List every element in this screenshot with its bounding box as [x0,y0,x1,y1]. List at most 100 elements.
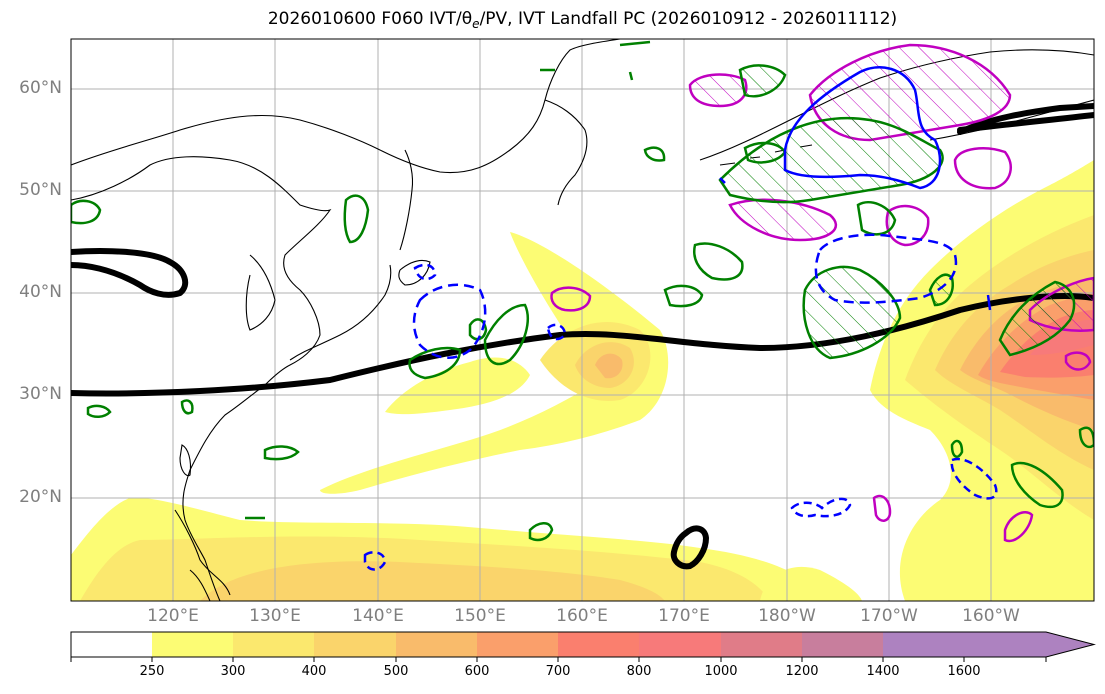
colorbar-label: 1600 [947,664,981,679]
pv-magenta-west [688,73,748,108]
colorbar-ticks [70,657,1047,662]
colorbar-segment [314,632,396,657]
asia-coastline [71,156,332,601]
pv-green-mid-5 [856,201,897,236]
pv-green-south-5 [950,439,964,458]
pv-blue-dashed-small-1 [413,263,437,281]
pv-contours-magenta [550,43,1094,543]
lat-label-60n: 60°N [19,78,62,98]
pv-green-small-3 [245,40,651,520]
colorbar-segment [71,632,152,657]
philippines-coastline [174,509,231,601]
colorbar-segment [639,632,721,657]
lat-label-20n: 20°N [19,487,62,507]
lat-label-40n: 40°N [19,282,62,302]
pv-green-small-2 [180,399,194,415]
colorbar-label: 300 [220,664,246,679]
colorbar-segment [233,632,314,657]
colorbar-label: 700 [545,664,571,679]
lon-label-160w: 160°W [962,606,1020,626]
figure-title: 2026010600 F060 IVT/θe/PV, IVT Landfall … [267,9,898,31]
ivt-shading [71,160,1094,601]
pv-blue-alaska-solid [783,66,942,190]
ivt-band-tropical-core [200,561,665,601]
lon-label-150e: 150°E [454,606,506,626]
colorbar [70,631,1096,662]
pv-magenta-ring [885,204,930,247]
pv-green-west-2 [71,199,102,225]
pv-green-42n [802,265,902,360]
lon-label-170w: 170°W [860,606,918,626]
colorbar-segment [477,632,558,657]
pv-blue-dashed-small-2 [546,323,567,341]
colorbar-segment [883,632,964,657]
colorbar-segments [71,632,1094,657]
colorbar-segment [802,632,883,657]
pv-green-mid-4 [663,284,704,308]
colorbar-label: 1200 [785,664,819,679]
thetae-contour-north-east [957,103,1094,135]
colorbar-segment [152,632,233,657]
colorbar-extend-arrow [964,632,1094,657]
pv-green-mid-7 [643,146,666,162]
colorbar-label: 500 [383,664,409,679]
lon-label-120e: 120°E [147,606,199,626]
pv-contours-green [71,40,1094,542]
pv-green-mid-3 [693,242,744,281]
colorbar-label: 1000 [704,664,738,679]
japan-hokkaido [398,259,431,286]
ivt-plume-west [320,232,669,494]
colorbar-label: 600 [464,664,490,679]
lon-label-160e: 160°E [556,606,608,626]
pv-magenta-small-1 [1064,351,1092,371]
pv-green-small-1 [86,404,112,418]
asia-north-coast [71,39,621,174]
kamchatka-coastline [544,99,588,206]
black-contours [71,103,1094,570]
pv-magenta-mid [728,198,837,242]
lat-label-30n: 30°N [19,384,62,404]
lon-label-170e: 170°E [658,606,710,626]
colorbar-label: 800 [626,664,652,679]
pv-green-north [738,64,787,98]
taiwan-coastline [179,444,192,477]
thetae-contour-south [71,293,1094,397]
pv-magenta-40n [550,286,592,312]
pv-green-mid-2 [468,318,488,341]
ivt-plume-max [595,353,623,379]
pv-blue-dashed-south-2 [790,497,852,518]
pv-blue-dashed-south-3 [950,457,998,500]
map-frame [70,38,1095,602]
ivt-south-central [760,566,862,601]
colorbar-segment [396,632,477,657]
pv-blue-dashed-japan [412,283,487,359]
sakhalin-coastline [399,149,414,251]
pv-contours-blue [363,66,998,571]
pv-green-jpn [408,346,462,380]
pv-green-south-4 [1078,426,1094,449]
colorbar-label: 250 [139,664,165,679]
map-gridlines [71,39,1094,601]
colorbar-label: 1400 [866,664,900,679]
lon-label-140e: 140°E [352,606,404,626]
pv-green-south-1 [263,445,300,461]
korea-coastline [245,254,276,331]
colorbar-segment [721,632,802,657]
colorbar-outline [70,631,1096,658]
pv-magenta-small-2 [872,494,892,522]
thetae-contour-loop [670,525,710,570]
thetae-contour-north-west [71,248,189,298]
lon-label-180w: 180°W [758,606,816,626]
pv-magenta-small-3 [1003,511,1034,543]
pv-blue-dashed-north [814,233,958,304]
ivt-plume-upstream [385,357,530,415]
colorbar-label: 400 [301,664,327,679]
japan-honshu [289,264,392,361]
pv-magenta-east [953,147,1012,190]
pv-green-west-1 [343,194,370,244]
pv-blue-small [719,177,992,311]
colorbar-segment [558,632,639,657]
pv-green-east-2 [998,280,1076,357]
lat-label-50n: 50°N [19,180,62,200]
